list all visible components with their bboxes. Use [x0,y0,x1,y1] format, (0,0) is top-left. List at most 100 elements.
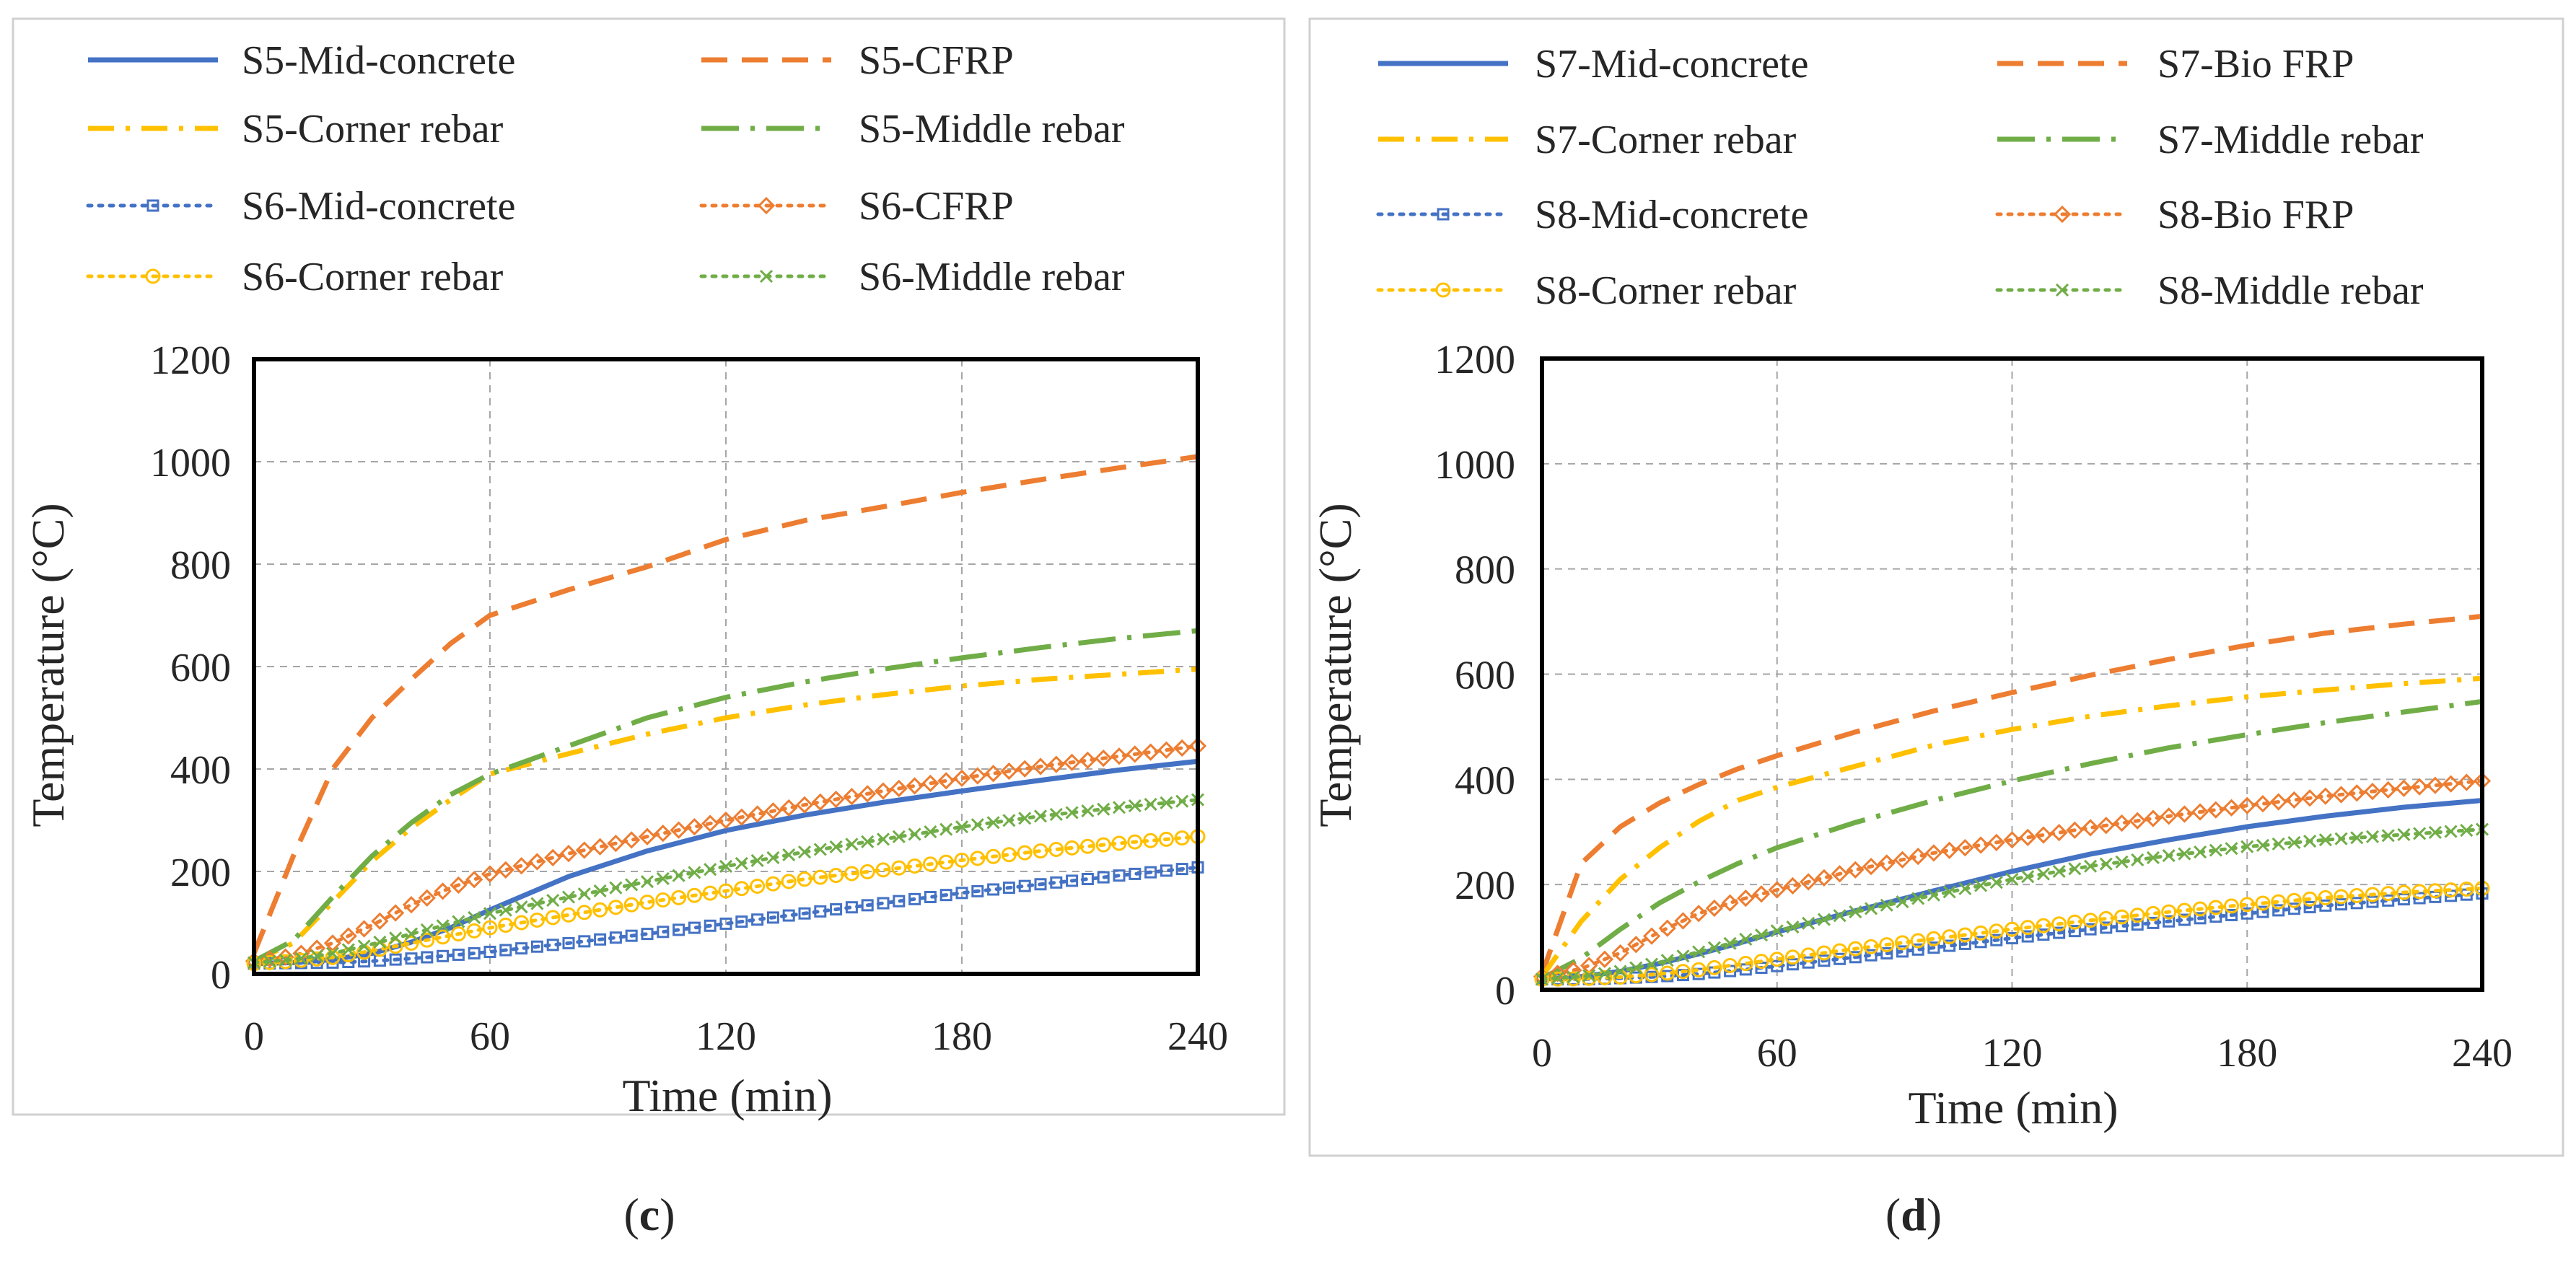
legend-label: S6-Mid-concrete [242,184,515,229]
marker-s8-mid-concrete [2006,932,2018,945]
marker-s6-mid-concrete [657,926,670,939]
marker-s6-mid-concrete [421,951,434,964]
marker-s6-middle-rebar [971,818,984,832]
marker-s6-middle-rebar [325,946,340,960]
legend-item-s6-mid-concrete: S6-Mid-concrete [86,184,515,229]
series-s6-cfrp [245,737,1207,970]
marker-s6-middle-rebar [861,835,875,848]
marker-s8-bio-frp [1987,833,2005,851]
marker-s6-middle-rebar [672,869,685,882]
marker-s6-cfrp [512,857,530,875]
marker-s8-bio-frp [2363,782,2382,801]
legend-label: S6-Middle rebar [859,255,1125,299]
legend-item-s6-middle-rebar: S6-Middle rebar [699,255,1125,299]
marker-s6-cfrp [481,865,499,883]
marker-s8-corner-rebar [2224,898,2240,914]
marker-s6-mid-concrete [405,952,418,965]
marker-s8-bio-frp [2253,795,2272,813]
marker-s6-mid-concrete [735,915,748,928]
marker-s8-middle-rebar [2068,862,2082,876]
marker-s6-middle-rebar [640,875,654,889]
marker-s6-corner-rebar [1079,838,1095,854]
marker-s8-bio-frp [2113,814,2131,832]
marker-s8-corner-rebar [2318,889,2334,905]
marker-s6-cfrp [371,912,389,930]
marker-s8-corner-rebar [1753,954,1769,970]
marker-s6-corner-rebar [1111,835,1127,851]
marker-s6-mid-concrete [1050,876,1063,889]
marker-s6-middle-rebar [514,900,528,914]
marker-s8-mid-concrete [2178,913,2191,926]
marker-s8-mid-concrete [2209,910,2222,923]
marker-s6-corner-rebar [1095,837,1111,853]
series-line-s7-middle-rebar [1541,698,2483,981]
series-line-s8-bio-frp [1540,779,2484,979]
marker-s6-mid-concrete [955,887,968,900]
marker-s6-middle-rebar [499,903,512,917]
marker-s8-mid-concrete [1896,945,1909,958]
marker-s8-mid-concrete [2240,907,2253,920]
marker-s6-middle-rebar [876,832,890,846]
marker-s8-middle-rebar [2428,825,2442,840]
marker-s6-corner-rebar [608,900,623,915]
legend-label: S8-Bio FRP [2157,193,2354,237]
marker-s8-middle-rebar [1754,928,1769,942]
marker-s6-corner-rebar [686,887,702,903]
marker-s6-mid-concrete [830,903,843,916]
marker-s6-mid-concrete [1002,882,1015,895]
marker-s8-corner-rebar [1863,939,1879,954]
marker-s6-corner-rebar [466,923,482,939]
marker-s6-mid-concrete [673,923,685,936]
marker-s6-cfrp [937,772,955,790]
marker-s6-cfrp [780,799,798,817]
marker-s8-bio-frp [1846,861,1865,879]
marker-s6-middle-rebar [310,949,324,963]
marker-s8-middle-rebar [1567,970,1580,984]
marker-s6-middle-rebar [719,859,733,873]
marker-s8-bio-frp [2316,787,2334,805]
marker-s8-middle-rebar [2225,842,2238,856]
marker-s8-middle-rebar [2256,838,2270,852]
marker-s8-bio-frp [1705,899,1724,918]
marker-s6-cfrp [827,790,845,809]
legend-item-s8-corner-rebar: S8-Corner rebar [1376,268,1797,313]
marker-s6-corner-rebar [435,929,451,945]
marker-s6-corner-rebar [718,883,734,899]
marker-s6-mid-concrete [1144,866,1157,879]
marker-s8-mid-concrete [2382,894,2395,907]
marker-s6-middle-rebar [294,952,308,965]
marker-s8-bio-frp [1878,854,1896,872]
marker-s6-mid-concrete [641,928,654,941]
marker-s6-cfrp [1000,762,1018,781]
marker-s8-corner-rebar [2145,905,2161,921]
marker-s6-middle-rebar [939,822,953,836]
y-tick-label: 600 [170,646,231,690]
marker-s6-corner-rebar [325,949,341,965]
marker-s6-cfrp [654,825,672,843]
marker-s6-cfrp [528,853,546,871]
marker-s8-mid-concrete [2131,918,2144,931]
marker-s6-corner-rebar [844,866,859,882]
marker-s6-cfrp [717,811,735,830]
marker-s8-corner-rebar [1597,970,1613,985]
marker-s6-mid-concrete [562,936,575,949]
marker-s8-corner-rebar [1894,935,1910,951]
marker-s8-corner-rebar [1628,968,1644,984]
legend-marker [2055,283,2069,297]
marker-s8-middle-rebar [2052,864,2066,879]
series-line-s7-corner-rebar [1540,675,2483,978]
marker-s6-mid-concrete [1097,871,1110,884]
marker-s8-middle-rebar [2271,837,2285,851]
x-axis-title: Time (min) [1909,1082,2119,1133]
marker-s8-middle-rebar [2444,825,2458,838]
marker-s8-corner-rebar [1769,952,1785,967]
marker-s6-mid-concrete [782,909,795,922]
marker-s6-corner-rebar [639,895,655,910]
marker-s8-mid-concrete [1786,958,1799,971]
marker-s6-mid-concrete [751,913,764,926]
marker-s8-middle-rebar [1739,932,1753,946]
marker-s8-middle-rebar [2287,835,2301,850]
marker-s8-bio-frp [2395,779,2413,797]
marker-s8-middle-rebar [2021,870,2035,884]
